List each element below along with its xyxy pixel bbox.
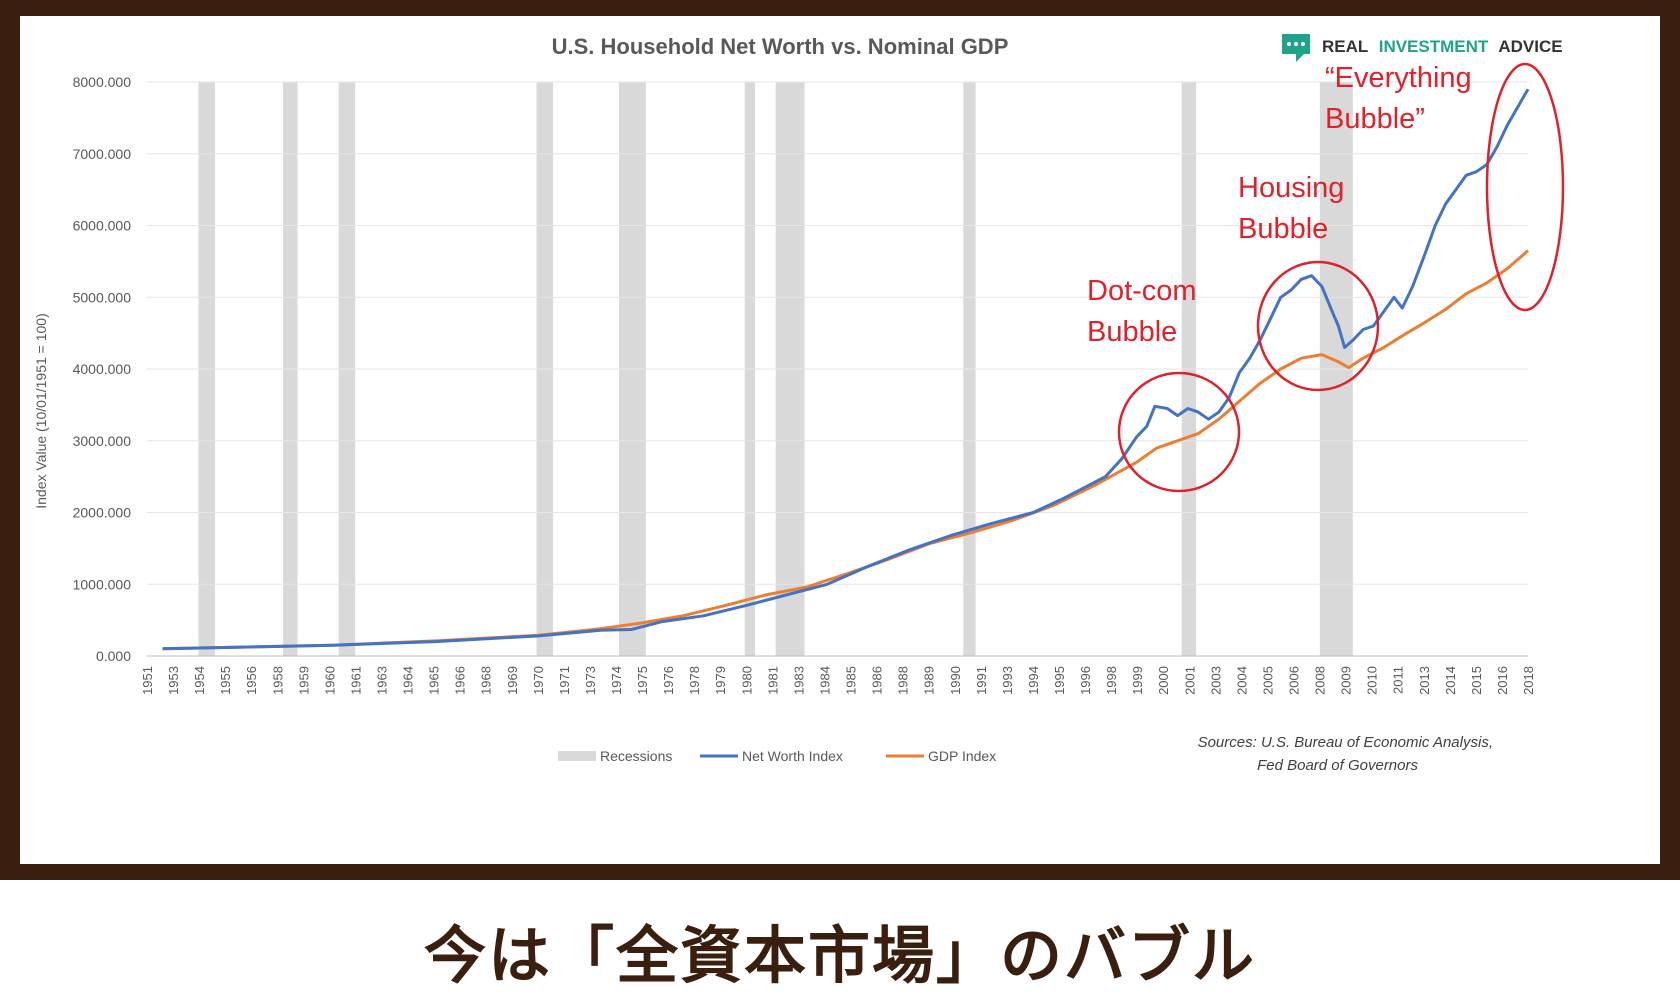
legend-label-gdp: GDP Index (928, 748, 996, 764)
x-tick-label: 2011 (1391, 666, 1406, 694)
legend-label-recessions: Recessions (600, 748, 672, 764)
y-tick-label: 2000.000 (73, 505, 132, 521)
x-tick-label: 1953 (166, 666, 181, 695)
x-tick-label: 1969 (505, 666, 520, 695)
x-tick-label: 1978 (687, 666, 702, 695)
x-tick-label: 2003 (1208, 666, 1223, 695)
x-tick-label: 1986 (870, 666, 885, 695)
x-tick-label: 1965 (427, 666, 442, 695)
dotcom-label-2: Bubble (1087, 316, 1177, 348)
x-tick-label: 2000 (1156, 666, 1171, 695)
x-tick-label: 1983 (791, 666, 806, 695)
brand-logo: REAL INVESTMENT ADVICE (1282, 34, 1563, 62)
x-tick-label: 1960 (322, 666, 337, 695)
dotcom-label-1: Dot-com (1087, 275, 1197, 307)
y-tick-label: 3000.000 (73, 433, 132, 449)
y-tick-label: 8000.000 (73, 74, 132, 90)
y-tick-label: 7000.000 (73, 146, 132, 162)
y-tick-label: 0.000 (96, 648, 131, 664)
sources-line-1: Sources: U.S. Bureau of Economic Analysi… (1198, 734, 1493, 751)
legend: Recessions Net Worth Index GDP Index (558, 748, 996, 764)
x-tick-label: 2001 (1182, 666, 1197, 695)
x-tick-label: 2004 (1234, 666, 1249, 695)
y-tick-label: 4000.000 (73, 361, 132, 377)
y-axis-label: Index Value (10/01/1951 = 100) (33, 313, 49, 509)
chat-bubble-icon (1282, 34, 1310, 62)
housing-label-1: Housing (1238, 172, 1344, 204)
x-tick-label: 1954 (192, 666, 207, 695)
x-tick-label: 1973 (583, 666, 598, 695)
x-tick-label: 2015 (1469, 666, 1484, 695)
x-tick-label: 1963 (375, 666, 390, 695)
brand-real: REAL (1322, 37, 1368, 56)
x-tick-label: 1991 (974, 666, 989, 695)
housing-circle (1256, 260, 1380, 392)
x-tick-label: 1964 (401, 666, 416, 695)
x-tick-label: 1981 (765, 666, 780, 695)
x-tick-label: 1976 (661, 666, 676, 695)
gdp-line (162, 249, 1529, 651)
x-tick-label: 1979 (713, 666, 728, 695)
x-tick-label: 1989 (922, 666, 937, 695)
x-tick-label: 1980 (739, 666, 754, 695)
x-tick-label: 1988 (896, 666, 911, 695)
x-tick-label: 1956 (244, 666, 259, 695)
x-tick-label: 1996 (1078, 666, 1093, 695)
x-tick-label: 2009 (1339, 666, 1354, 695)
everything-label-1: “Everything (1325, 62, 1472, 94)
x-tick-label: 1995 (1052, 666, 1067, 695)
x-tick-label: 2013 (1417, 666, 1432, 695)
brand-advice: ADVICE (1498, 37, 1562, 56)
housing-label-2: Bubble (1238, 213, 1328, 245)
chart-title: U.S. Household Net Worth vs. Nominal GDP (552, 34, 1009, 59)
chart-svg: U.S. Household Net Worth vs. Nominal GDP… (33, 34, 1565, 774)
y-tick-label: 5000.000 (73, 289, 132, 305)
y-tick-label: 6000.000 (73, 218, 132, 234)
x-tick-label: 2010 (1365, 666, 1380, 695)
y-tick-label: 1000.000 (73, 576, 132, 592)
dotcom-circle (1117, 371, 1241, 493)
x-tick-label: 1961 (348, 666, 363, 695)
legend-swatch-recessions (558, 751, 596, 761)
x-tick-label: 1955 (218, 666, 233, 695)
x-tick-label: 1951 (140, 666, 155, 695)
x-tick-label: 2018 (1521, 666, 1536, 695)
x-tick-label: 1975 (635, 666, 650, 695)
x-tick-label: 1958 (270, 666, 285, 695)
x-tick-label: 1970 (531, 666, 546, 695)
x-tick-label: 1990 (948, 666, 963, 695)
sources-line-2: Fed Board of Governors (1257, 757, 1418, 774)
x-tick-label: 1974 (609, 666, 624, 695)
y-tick-labels: 0.000 1000.000 2000.000 3000.000 4000.000 500… (73, 74, 132, 664)
x-tick-label: 1966 (453, 666, 468, 695)
svg-text:REAL INVESTMENT: REAL INVESTMENT ADVICE (1322, 37, 1563, 56)
x-tick-labels: 1951 1953 1954 1955 1956 1958 1959 1960 1961 1963… (140, 666, 1536, 695)
x-tick-label: 1993 (1000, 666, 1015, 695)
x-tick-label: 1984 (817, 666, 832, 695)
everything-circle (1485, 62, 1565, 312)
x-tick-label: 1998 (1104, 666, 1119, 695)
x-tick-label: 1968 (479, 666, 494, 695)
x-tick-label: 2005 (1260, 666, 1275, 695)
page-caption: 今は「全資本市場」のバブル (423, 919, 1256, 992)
x-tick-label: 1971 (557, 666, 572, 695)
x-tick-label: 1994 (1026, 666, 1041, 695)
x-tick-label: 2006 (1286, 666, 1301, 695)
x-tick-label: 2014 (1443, 666, 1458, 695)
legend-label-net-worth: Net Worth Index (742, 748, 843, 764)
x-tick-label: 2008 (1313, 666, 1328, 695)
brand-investment: INVESTMENT (1379, 37, 1489, 56)
x-tick-label: 1999 (1130, 666, 1145, 695)
chart-frame: U.S. Household Net Worth vs. Nominal GDP… (0, 0, 1680, 880)
x-tick-label: 2016 (1495, 666, 1510, 695)
gridlines (147, 81, 1528, 657)
x-tick-label: 1959 (296, 666, 311, 695)
everything-label-2: Bubble” (1325, 103, 1425, 135)
x-tick-label: 1985 (844, 666, 859, 695)
chart-panel: U.S. Household Net Worth vs. Nominal GDP… (20, 16, 1660, 864)
